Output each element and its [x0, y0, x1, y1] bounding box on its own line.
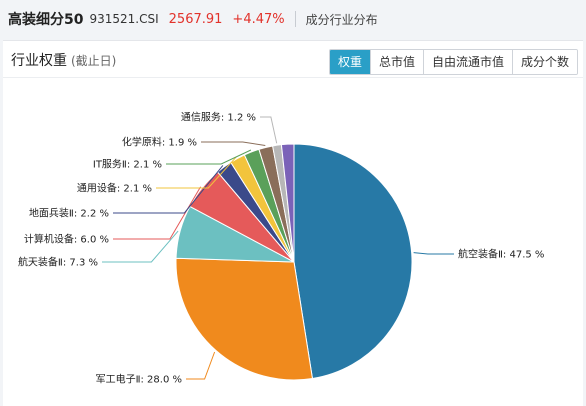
industry-weight-card: 行业权重 (截止日) 权重 总市值 自由流通市值 成分个数 航空装备Ⅱ: 47.5… [3, 40, 583, 406]
pie-label-connector [186, 351, 216, 380]
pie-slice-label: 军工电子Ⅱ: 28.0 % [96, 373, 182, 386]
index-change: +4.47% [232, 11, 285, 27]
pie-label-connector [201, 141, 266, 146]
pie-slice-label: 化学原料: 1.9 % [122, 136, 197, 149]
pie-label-connector [156, 156, 237, 189]
index-code: 931521.CSI [89, 12, 159, 26]
pie-label-connector [166, 149, 252, 165]
pie-slice[interactable] [175, 257, 314, 381]
pie-slice-label: 航空装备Ⅱ: 47.5 % [458, 248, 544, 261]
card-title: 行业权重 (截止日) [11, 50, 116, 70]
pie-label-connector [113, 186, 202, 240]
section-title: 成分行业分布 [305, 12, 378, 27]
index-price: 2567.91 [168, 11, 223, 27]
pie-slice-label: 通用设备: 2.1 % [77, 182, 152, 195]
tab-free-float-market-cap[interactable]: 自由流通市值 [422, 50, 512, 74]
metric-tabs: 权重 总市值 自由流通市值 成分个数 [328, 49, 578, 75]
pie-slice[interactable] [293, 143, 413, 380]
pie-slice-label: 通信服务: 1.2 % [181, 111, 256, 124]
card-subtitle: (截止日) [71, 54, 117, 68]
pie-chart: 航空装备Ⅱ: 47.5 % 军工电子Ⅱ: 28.0 % 航天装备Ⅱ: 7.3 % 计算… [18, 111, 544, 386]
pie-slice[interactable] [280, 143, 295, 263]
pie-label-connector [102, 230, 179, 263]
card-header: 行业权重 (截止日) 权重 总市值 自由流通市值 成分个数 [3, 41, 583, 78]
tab-weight[interactable]: 权重 [329, 50, 370, 74]
tab-total-market-cap[interactable]: 总市值 [369, 50, 423, 74]
header-divider [294, 11, 296, 27]
tab-constituent-count[interactable]: 成分个数 [511, 50, 577, 74]
index-name: 高装细分50 [8, 12, 84, 28]
pie-slice-label: 地面兵装Ⅱ: 2.2 % [29, 207, 109, 220]
pie-slice-label: 航天装备Ⅱ: 7.3 % [18, 256, 98, 269]
card-title-text: 行业权重 [11, 53, 67, 69]
index-header: 高装细分50 931521.CSI 2567.91 +4.47% 成分行业分布 [0, 0, 586, 38]
pie-slice-label: 计算机设备: 6.0 % [24, 233, 109, 246]
pie-label-connector [413, 252, 454, 255]
pie-slice-label: IT服务Ⅱ: 2.1 % [93, 158, 162, 171]
pie-label-connector [260, 116, 278, 144]
pie-label-connector [113, 165, 224, 214]
